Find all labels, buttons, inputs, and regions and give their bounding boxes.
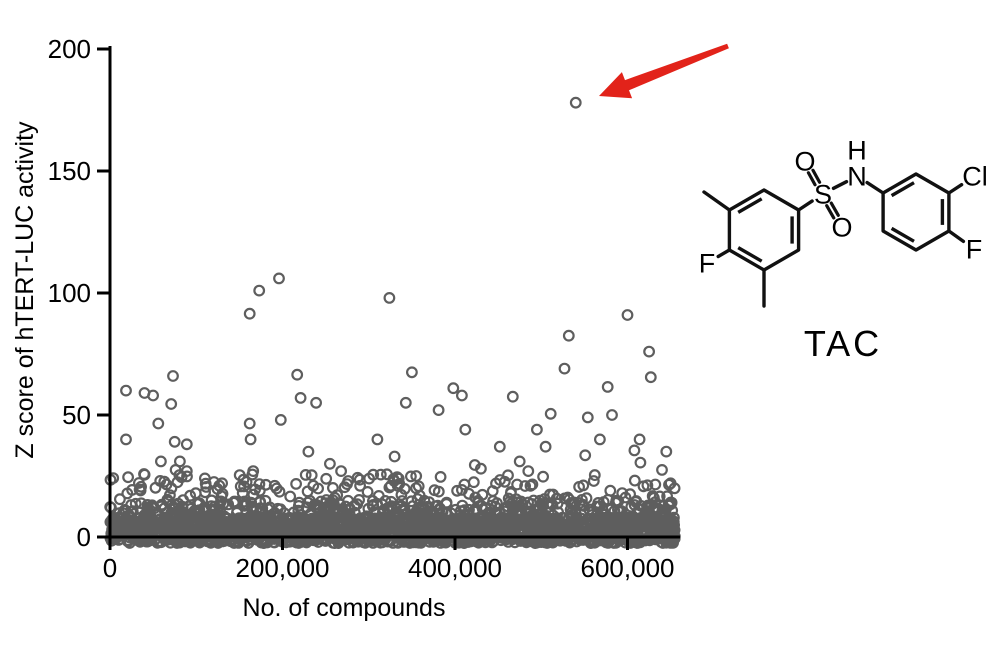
x-tick-label: 600,000 [581,553,675,583]
atom-label-S: S [814,180,832,210]
hit-arrow-annotation [599,43,729,99]
data-point [253,284,266,297]
data-point [244,433,257,446]
y-tick-label: 200 [48,34,91,64]
data-point [388,450,401,463]
data-point [594,433,606,446]
data-point [628,444,641,457]
y-tick-label: 50 [62,400,91,430]
data-point [175,471,188,484]
data-point [291,368,304,381]
data-point [399,396,412,409]
data-point [243,307,256,320]
atom-label-O: O [794,147,815,177]
data-point [531,423,543,436]
data-point [459,423,472,436]
scatter-notable-points [120,272,677,492]
data-point [660,445,673,458]
data-point [522,465,535,478]
y-axis-label: Z score of hTERT-LUC activity [11,121,39,459]
data-point [447,382,460,395]
axes [97,46,680,550]
atom-label-F: F [966,235,983,265]
data-point [579,449,592,462]
data-point [493,440,506,453]
data-point [432,404,445,417]
atom-label-H: H [847,136,867,166]
data-point [562,329,575,342]
data-point [243,417,256,430]
x-tick-label: 0 [103,553,117,583]
data-point [468,459,481,471]
data-point [247,465,260,478]
data-point [656,464,668,476]
data-point [664,477,677,490]
data-point [165,398,178,410]
data-point [169,464,182,476]
data-point [120,433,132,446]
data-point [544,407,557,420]
scatter-background-points [104,468,681,549]
data-point [581,411,594,424]
data-point [122,471,135,484]
data-point [383,292,396,304]
data-point [198,472,211,485]
data-point [410,470,423,482]
data-point [274,414,287,426]
data-point [294,392,307,404]
atom-label-N: N [847,162,867,192]
tac-molecule-structure: OSO HN F Cl F [699,136,988,308]
data-point [539,440,552,453]
data-point [633,433,646,446]
y-tick-label: 100 [48,278,91,308]
data-point [406,366,418,379]
data-point [644,371,657,384]
data-point [216,477,229,490]
data-point [168,435,181,448]
data-point [634,456,647,469]
data-point [354,479,367,492]
data-point [154,455,167,468]
data-point [456,389,468,402]
data-point [167,370,179,382]
data-point [180,438,193,451]
data-point [558,362,571,375]
x-tick-label: 200,000 [236,553,330,583]
x-tick-label: 400,000 [408,553,502,583]
data-point [371,433,384,446]
data-point [310,396,323,409]
y-tick-label: 0 [77,522,91,552]
data-point [506,390,519,403]
atom-label-Cl: Cl [962,162,988,192]
data-point [324,457,336,470]
x-axis-label: No. of compounds [243,594,446,622]
molecule-name-label: TAC [804,323,882,364]
data-point [513,455,526,468]
y-tick-label: 150 [48,156,91,186]
data-point [273,272,285,285]
data-point [152,417,165,430]
hit-compound-point [569,96,582,109]
data-point [606,409,618,421]
atom-label-O: O [831,213,852,243]
atom-label-F: F [699,249,716,279]
data-point [643,345,655,358]
data-point [601,381,614,393]
data-point [302,445,315,458]
data-point [335,465,348,478]
tick-labels: 0 50 100 150 200 0 200,000 400,000 600,000 [48,34,675,583]
data-point [621,309,634,321]
data-point [147,389,160,402]
data-point [120,384,132,397]
